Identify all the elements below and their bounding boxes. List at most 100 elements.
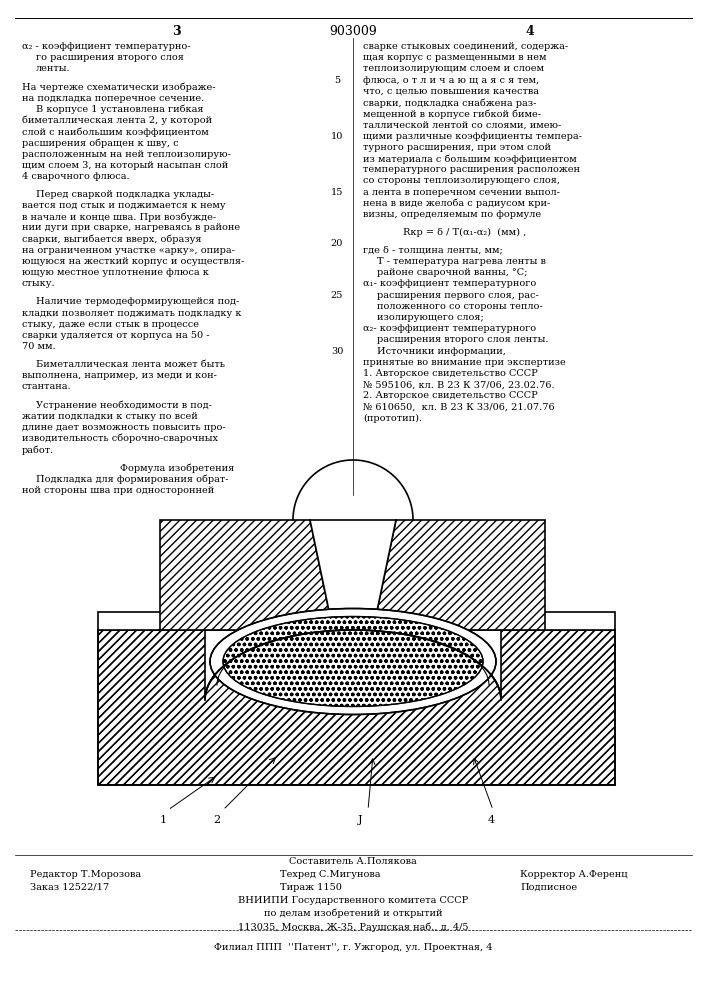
Text: α₂ - коэффициент температурно-: α₂ - коэффициент температурно-: [22, 42, 190, 51]
Text: сварки удаляется от корпуса на 50 -: сварки удаляется от корпуса на 50 -: [22, 331, 209, 340]
Text: Подкладка для формирования обрат-: Подкладка для формирования обрат-: [36, 474, 228, 484]
Text: изводительность сборочно-сварочных: изводительность сборочно-сварочных: [22, 434, 218, 443]
Text: В корпусе 1 установлена гибкая: В корпусе 1 установлена гибкая: [36, 105, 204, 114]
Text: 4: 4: [525, 25, 534, 38]
Text: 3: 3: [172, 25, 180, 38]
Bar: [501, 612, 615, 630]
Text: щая корпус с размещенными в нем: щая корпус с размещенными в нем: [363, 53, 547, 62]
Text: вается под стык и поджимается к нему: вается под стык и поджимается к нему: [22, 201, 226, 210]
Text: флюса, о т л и ч а ю щ а я с я тем,: флюса, о т л и ч а ю щ а я с я тем,: [363, 76, 539, 85]
Text: на подкладка поперечное сечение.: на подкладка поперечное сечение.: [22, 94, 204, 103]
Text: расширения второго слоя ленты.: расширения второго слоя ленты.: [377, 335, 549, 344]
Text: на ограниченном участке «арку», опира-: на ограниченном участке «арку», опира-: [22, 246, 235, 255]
Text: биметаллическая лента 2, у которой: биметаллическая лента 2, у которой: [22, 116, 212, 125]
Text: 2. Авторское свидетельство СССР: 2. Авторское свидетельство СССР: [363, 391, 538, 400]
Text: 20: 20: [331, 239, 343, 248]
Text: турного расширения, при этом слой: турного расширения, при этом слой: [363, 143, 551, 152]
Text: Устранение необходимости в под-: Устранение необходимости в под-: [36, 400, 212, 410]
Bar: [98, 630, 615, 785]
Text: Формула изобретения: Формула изобретения: [120, 463, 234, 473]
Bar: [98, 630, 615, 785]
Text: 903009: 903009: [329, 25, 377, 38]
Text: Биметаллическая лента может быть: Биметаллическая лента может быть: [36, 360, 225, 369]
Text: Заказ 12522/17: Заказ 12522/17: [30, 883, 109, 892]
Bar: [98, 612, 205, 630]
Text: районе сварочной ванны, °C;: районе сварочной ванны, °C;: [377, 268, 527, 277]
Text: ленты.: ленты.: [36, 64, 71, 73]
Text: 10: 10: [331, 132, 343, 141]
Text: № 610650,  кл. В 23 К 33/06, 21.07.76: № 610650, кл. В 23 К 33/06, 21.07.76: [363, 403, 554, 412]
Text: сварки, подкладка снабжена раз-: сварки, подкладка снабжена раз-: [363, 98, 537, 107]
Text: Тираж 1150: Тираж 1150: [280, 883, 342, 892]
Text: в начале и конце шва. При возбужде-: в начале и конце шва. При возбужде-: [22, 212, 216, 222]
Bar: [98, 630, 615, 785]
Text: стантана.: стантана.: [22, 382, 71, 391]
Text: Наличие термодеформирующейся под-: Наличие термодеформирующейся под-: [36, 297, 239, 306]
Text: Источники информации,: Источники информации,: [377, 347, 506, 356]
Text: № 595106, кл. В 23 К 37/06, 23.02.76.: № 595106, кл. В 23 К 37/06, 23.02.76.: [363, 380, 554, 389]
Text: T - температура нагрева ленты в: T - температура нагрева ленты в: [377, 257, 546, 266]
Text: J: J: [358, 815, 363, 825]
Text: 4 сварочного флюса.: 4 сварочного флюса.: [22, 172, 129, 181]
Text: изолирующего слоя;: изолирующего слоя;: [377, 313, 484, 322]
Text: нии дуги при сварке, нагреваясь в районе: нии дуги при сварке, нагреваясь в районе: [22, 223, 240, 232]
Text: ющуюся на жесткий корпус и осуществля-: ющуюся на жесткий корпус и осуществля-: [22, 257, 244, 266]
Text: теплоизолирующим слоем и слоем: теплоизолирующим слоем и слоем: [363, 64, 544, 73]
Polygon shape: [205, 630, 501, 700]
Text: 30: 30: [331, 347, 343, 356]
Text: Техред С.Мигунова: Техред С.Мигунова: [280, 870, 380, 879]
Polygon shape: [373, 520, 545, 630]
Text: таллической лентой со слоями, имею-: таллической лентой со слоями, имею-: [363, 120, 561, 129]
Text: а лента в поперечном сечении выпол-: а лента в поперечном сечении выпол-: [363, 188, 560, 197]
Text: принятые во внимание при экспертизе: принятые во внимание при экспертизе: [363, 358, 566, 367]
Text: Составитель А.Полякова: Составитель А.Полякова: [289, 857, 417, 866]
Text: щими различные коэффициенты темпера-: щими различные коэффициенты темпера-: [363, 132, 582, 141]
Text: 1. Авторское свидетельство СССР: 1. Авторское свидетельство СССР: [363, 369, 538, 378]
Text: кладки позволяет поджимать подкладку к: кладки позволяет поджимать подкладку к: [22, 309, 242, 318]
Text: Корректор А.Ференц: Корректор А.Ференц: [520, 870, 628, 879]
Text: со стороны теплоизолирующего слоя,: со стороны теплоизолирующего слоя,: [363, 176, 560, 185]
Text: расположенным на ней теплоизолирую-: расположенным на ней теплоизолирую-: [22, 150, 231, 159]
Text: Перед сваркой подкладка уклады-: Перед сваркой подкладка уклады-: [36, 190, 214, 199]
Text: жатии подкладки к стыку по всей: жатии подкладки к стыку по всей: [22, 412, 198, 421]
Text: сварки, выгибается вверх, образуя: сварки, выгибается вверх, образуя: [22, 235, 201, 244]
Text: Подписное: Подписное: [520, 883, 577, 892]
Ellipse shape: [210, 608, 496, 714]
Text: что, с целью повышения качества: что, с целью повышения качества: [363, 87, 539, 96]
Text: ющую местное уплотнение флюса к: ющую местное уплотнение флюса к: [22, 268, 209, 277]
Text: α₂- коэффициент температурного: α₂- коэффициент температурного: [363, 324, 536, 333]
Text: Rкр = δ / T(α₁-α₂)  (мм) ,: Rкр = δ / T(α₁-α₂) (мм) ,: [403, 228, 526, 237]
Text: (прототип).: (прототип).: [363, 414, 422, 423]
Text: работ.: работ.: [22, 445, 54, 455]
Text: температурного расширения расположен: температурного расширения расположен: [363, 165, 580, 174]
Text: из материала с большим коэффициентом: из материала с большим коэффициентом: [363, 154, 577, 163]
Text: стыку, даже если стык в процессе: стыку, даже если стык в процессе: [22, 320, 199, 329]
Text: где δ - толщина ленты, мм;: где δ - толщина ленты, мм;: [363, 246, 503, 255]
Text: стыку.: стыку.: [22, 279, 56, 288]
Text: 4: 4: [488, 815, 495, 825]
Text: по делам изобретений и открытий: по делам изобретений и открытий: [264, 909, 443, 918]
Text: положенного со стороны тепло-: положенного со стороны тепло-: [377, 302, 543, 311]
Text: расширения первого слоя, рас-: расширения первого слоя, рас-: [377, 291, 539, 300]
Text: Редактор Т.Морозова: Редактор Т.Морозова: [30, 870, 141, 879]
Text: 2: 2: [213, 815, 220, 825]
Text: сварке стыковых соединений, содержа-: сварке стыковых соединений, содержа-: [363, 42, 568, 51]
Text: ВНИИПИ Государственного комитета СССР: ВНИИПИ Государственного комитета СССР: [238, 896, 468, 905]
Ellipse shape: [223, 616, 483, 706]
Text: 25: 25: [331, 291, 343, 300]
Text: щим слоем 3, на который насыпан слой: щим слоем 3, на который насыпан слой: [22, 161, 228, 170]
Polygon shape: [160, 520, 333, 630]
Text: длине дает возможность повысить про-: длине дает возможность повысить про-: [22, 423, 226, 432]
Text: расширения обращен к шву, с: расширения обращен к шву, с: [22, 138, 179, 148]
Text: визны, определяемым по формуле: визны, определяемым по формуле: [363, 210, 541, 219]
Text: На чертеже схематически изображе-: На чертеже схематически изображе-: [22, 82, 216, 92]
Text: 70 мм.: 70 мм.: [22, 342, 56, 351]
Text: мещенной в корпусе гибкой биме-: мещенной в корпусе гибкой биме-: [363, 109, 541, 119]
Text: 15: 15: [331, 188, 343, 197]
Text: 113035, Москва, Ж-35, Раушская наб., д. 4/5: 113035, Москва, Ж-35, Раушская наб., д. …: [238, 922, 468, 932]
Text: Филиал ППП  ''Патент'', г. Ужгород, ул. Проектная, 4: Филиал ППП ''Патент'', г. Ужгород, ул. П…: [214, 943, 492, 952]
Polygon shape: [310, 520, 396, 630]
Text: нена в виде желоба с радиусом кри-: нена в виде желоба с радиусом кри-: [363, 199, 550, 208]
Text: α₁- коэффициент температурного: α₁- коэффициент температурного: [363, 279, 536, 288]
Text: 5: 5: [334, 76, 340, 85]
